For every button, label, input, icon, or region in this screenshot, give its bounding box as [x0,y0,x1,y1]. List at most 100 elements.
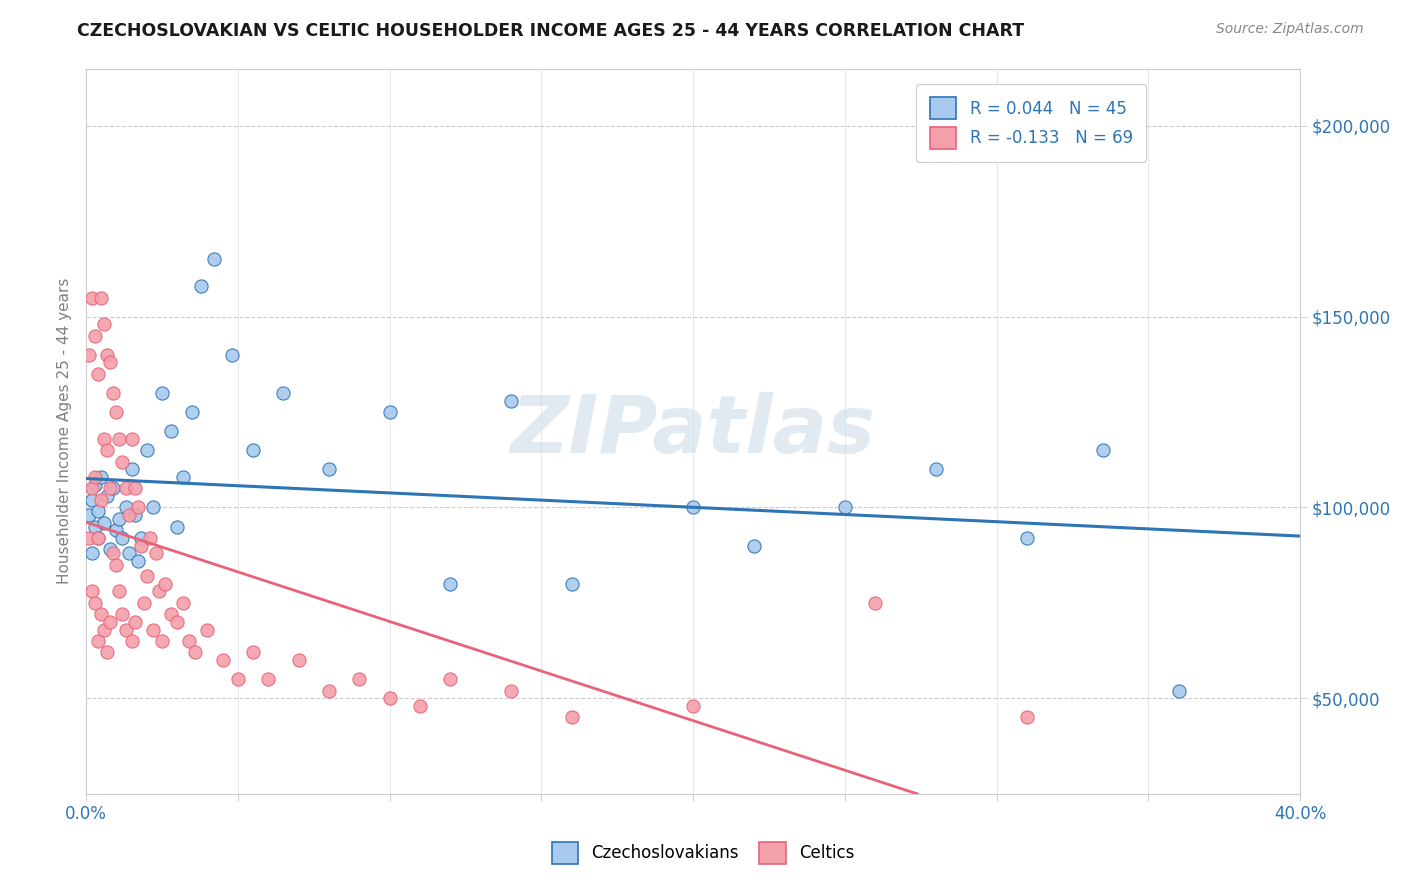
Point [197,623,219,637]
Point [98,542,121,557]
Point [82,291,104,305]
Point [121,462,143,476]
Point [1015,710,1038,724]
Point [682,500,704,515]
Point [124,615,146,629]
Point [166,615,188,629]
Point [742,539,765,553]
Point [124,508,146,522]
Point [108,584,131,599]
Point [221,348,243,362]
Point [257,672,280,686]
Point [202,252,225,267]
Point [77,508,100,522]
Point [77,348,100,362]
Point [211,653,233,667]
Point [439,576,461,591]
Point [84,596,107,610]
Point [150,634,173,648]
Point [84,470,107,484]
Point [347,672,370,686]
Point [160,607,183,622]
Point [172,596,194,610]
Point [82,481,104,495]
Point [103,386,125,401]
Point [682,698,704,713]
Point [84,477,107,491]
Point [184,645,207,659]
Point [378,405,401,419]
Text: CZECHOSLOVAKIAN VS CELTIC HOUSEHOLDER INCOME AGES 25 - 44 YEARS CORRELATION CHAR: CZECHOSLOVAKIAN VS CELTIC HOUSEHOLDER IN… [77,22,1025,40]
Point [90,607,112,622]
Point [318,462,340,476]
Text: Source: ZipAtlas.com: Source: ZipAtlas.com [1216,22,1364,37]
Point [117,508,139,522]
Point [84,328,107,343]
Point [925,462,948,476]
Point [145,546,167,560]
Point [98,481,121,495]
Point [93,516,115,530]
Point [111,455,134,469]
Point [82,546,104,560]
Point [108,432,131,446]
Point [1091,443,1114,458]
Point [77,531,100,545]
Point [142,500,165,515]
Point [166,519,188,533]
Point [190,279,212,293]
Legend: Czechoslovakians, Celtics: Czechoslovakians, Celtics [546,836,860,871]
Point [160,424,183,438]
Y-axis label: Householder Income Ages 25 - 44 years: Householder Income Ages 25 - 44 years [58,278,72,584]
Point [242,443,264,458]
Point [1015,531,1038,545]
Point [129,531,152,545]
Point [114,500,136,515]
Point [108,512,131,526]
Legend: R = 0.044   N = 45, R = -0.133   N = 69: R = 0.044 N = 45, R = -0.133 N = 69 [917,84,1146,162]
Point [226,672,249,686]
Point [135,443,157,458]
Point [103,546,125,560]
Point [96,348,118,362]
Point [111,531,134,545]
Point [499,683,522,698]
Point [98,355,121,369]
Point [96,645,118,659]
Point [142,623,165,637]
Point [90,470,112,484]
Point [561,710,583,724]
Point [87,504,110,518]
Point [87,531,110,545]
Point [93,317,115,331]
Point [179,634,201,648]
Point [153,576,176,591]
Point [127,500,149,515]
Point [105,405,128,419]
Point [150,386,173,401]
Point [439,672,461,686]
Point [135,569,157,583]
Point [90,492,112,507]
Point [114,623,136,637]
Point [863,596,886,610]
Point [129,539,152,553]
Point [318,683,340,698]
Point [242,645,264,659]
Point [834,500,856,515]
Point [96,443,118,458]
Point [121,432,143,446]
Point [98,615,121,629]
Point [105,558,128,572]
Point [87,531,110,545]
Point [82,492,104,507]
Point [84,519,107,533]
Point [87,634,110,648]
Point [409,698,432,713]
Point [105,524,128,538]
Point [121,634,143,648]
Point [82,584,104,599]
Point [90,291,112,305]
Point [103,481,125,495]
Point [1167,683,1189,698]
